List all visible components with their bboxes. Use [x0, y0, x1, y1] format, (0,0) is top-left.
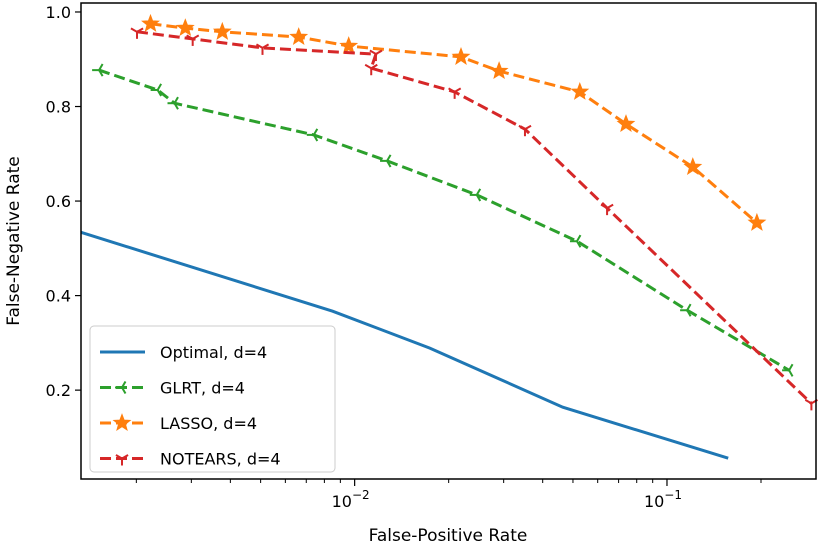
legend-label: GLRT, d=4 — [160, 379, 245, 398]
data-point — [570, 82, 590, 100]
y-tick-label: 0.6 — [46, 192, 71, 211]
series-line — [136, 30, 813, 405]
data-point — [141, 13, 160, 32]
y-tick-label: 0.2 — [46, 381, 71, 400]
legend-item: Optimal, d=4 — [100, 343, 267, 362]
data-point — [92, 63, 104, 77]
legend-item: GLRT, d=4 — [100, 379, 245, 398]
series-notears — [130, 27, 818, 411]
data-point — [339, 36, 359, 55]
legend-label: NOTEARS, d=4 — [160, 450, 281, 469]
series-line — [150, 22, 758, 224]
data-point — [747, 212, 767, 231]
series-line — [98, 68, 790, 372]
data-point — [112, 413, 132, 432]
data-point — [186, 34, 200, 46]
data-point — [451, 46, 471, 65]
data-point — [380, 154, 392, 168]
legend: Optimal, d=4 GLRT, d=4 LASSO, d=4 NOTEARS, … — [89, 325, 336, 473]
data-point — [150, 83, 163, 97]
data-point — [306, 128, 319, 142]
data-point — [289, 27, 309, 46]
data-point — [167, 96, 179, 110]
data-point — [469, 188, 482, 202]
data-point — [680, 303, 692, 317]
data-point — [683, 157, 703, 176]
series-lasso — [141, 13, 767, 231]
legend-item: LASSO, d=4 — [100, 413, 257, 433]
data-point — [212, 21, 232, 40]
legend-label: Optimal, d=4 — [160, 343, 267, 362]
data-point — [782, 363, 794, 377]
y-tick-label: 1.0 — [46, 3, 71, 22]
y-tick-label: 0.8 — [46, 98, 71, 117]
x-tick-label: 10−2 — [332, 488, 370, 511]
x-axis-label: False-Positive Rate — [369, 526, 528, 545]
legend-box — [89, 325, 336, 473]
data-point — [569, 234, 582, 248]
series-line — [80, 230, 729, 460]
data-point — [130, 27, 144, 39]
data-point — [489, 61, 509, 80]
series-optimal — [80, 230, 729, 460]
series-glrt — [92, 63, 794, 377]
data-point — [255, 43, 270, 55]
data-point — [364, 63, 378, 76]
y-axis-label: False-Negative Rate — [4, 156, 24, 326]
data-point — [600, 203, 614, 216]
data-point — [616, 114, 636, 133]
x-tick-label: 10−1 — [644, 488, 682, 511]
legend-item: NOTEARS, d=4 — [100, 450, 281, 469]
data-point — [115, 454, 129, 466]
data-point — [448, 87, 462, 99]
legend-label: LASSO, d=4 — [160, 414, 257, 433]
data-point — [518, 124, 532, 137]
data-point — [175, 18, 195, 37]
data-point — [369, 49, 383, 62]
data-point — [115, 380, 127, 395]
y-tick-label: 0.4 — [46, 287, 71, 306]
